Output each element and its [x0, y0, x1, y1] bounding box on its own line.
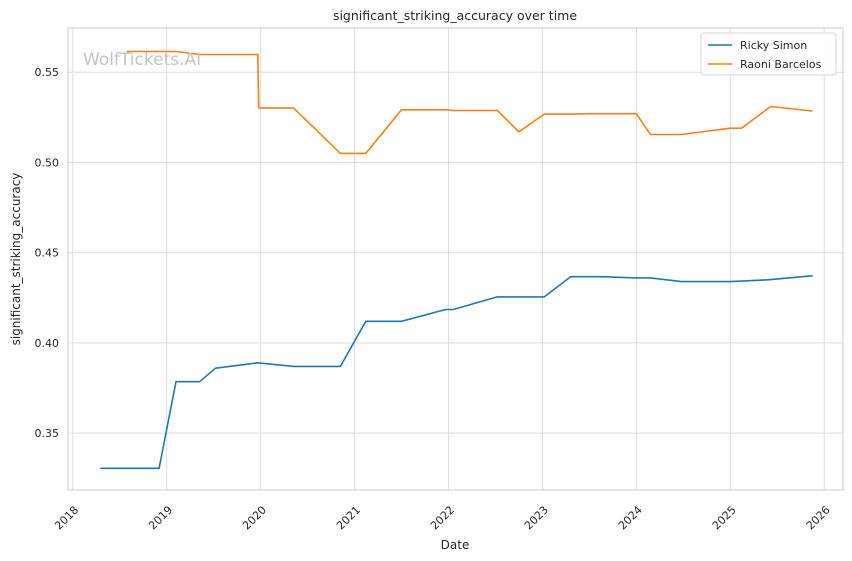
- series-line-raoni-barcelos: [126, 50, 813, 155]
- y-tick-label: 0.45: [35, 247, 60, 260]
- series-layer: [100, 50, 813, 470]
- x-axis-label: Date: [441, 538, 470, 552]
- y-axis-label: significant_striking_accuracy: [9, 173, 23, 346]
- chart-title: significant_striking_accuracy over time: [333, 8, 577, 23]
- series-line-ricky-simon: [100, 274, 813, 470]
- y-tick-label: 0.50: [35, 156, 60, 169]
- legend-box: [700, 32, 837, 76]
- y-tick-label: 0.40: [35, 337, 60, 350]
- legend: Ricky Simon Raoni Barcelos: [700, 32, 837, 76]
- watermark: WolfTickets.AI: [83, 50, 201, 70]
- y-tick-label: 0.35: [35, 427, 60, 440]
- plot-frame: [67, 27, 844, 491]
- legend-label-ricky-simon: Ricky Simon: [740, 39, 807, 52]
- y-tick-label: 0.55: [35, 66, 60, 79]
- legend-label-raoni-barcelos: Raoni Barcelos: [740, 58, 822, 71]
